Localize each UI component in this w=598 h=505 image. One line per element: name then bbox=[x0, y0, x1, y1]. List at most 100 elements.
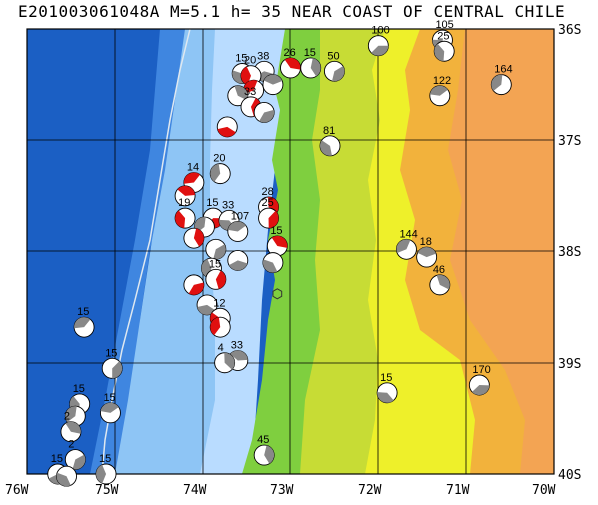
beachball-quadrant bbox=[65, 406, 77, 423]
event-depth-label: 144 bbox=[399, 228, 417, 240]
beachball-event: 26 bbox=[280, 47, 301, 79]
beachball-quadrant bbox=[268, 210, 279, 229]
beachball-quadrant bbox=[96, 464, 107, 484]
beachball-quadrant bbox=[213, 244, 226, 260]
lon-label: 71W bbox=[446, 483, 470, 498]
beachball-event: 164 bbox=[490, 64, 513, 96]
lat-label: 40S bbox=[558, 468, 581, 483]
beachball-event: 4 bbox=[214, 342, 236, 374]
event-depth-label: 15 bbox=[77, 306, 89, 318]
beachball-event: 33 bbox=[227, 340, 249, 371]
event-depth-label: 15 bbox=[206, 197, 218, 209]
beachball-event bbox=[216, 116, 238, 138]
map-frame bbox=[26, 28, 555, 475]
beachball-quadrant bbox=[224, 352, 235, 370]
beachball-event bbox=[205, 238, 227, 260]
beachball-quadrant bbox=[210, 163, 221, 182]
beachball-quadrant bbox=[177, 185, 196, 196]
event-depth-label: 15 bbox=[99, 453, 111, 465]
lon-label: 73W bbox=[270, 483, 294, 498]
event-depth-label: 45 bbox=[257, 434, 269, 446]
beachball-quadrant bbox=[331, 66, 345, 82]
epicenter-marker bbox=[272, 288, 283, 300]
beachball-quadrant bbox=[56, 472, 71, 487]
event-depth-label: 33 bbox=[231, 340, 243, 352]
lon-label: 74W bbox=[183, 483, 207, 498]
beachball-quadrant bbox=[72, 454, 86, 470]
event-depth-label: 4 bbox=[218, 342, 224, 354]
beachball-quadrant bbox=[429, 85, 448, 96]
beachball-event: 2 bbox=[60, 411, 82, 443]
event-depth-label: 170 bbox=[472, 364, 490, 376]
beachball-event: 45 bbox=[253, 434, 275, 466]
event-depth-label: 20 bbox=[244, 55, 256, 67]
beachball-quadrant bbox=[100, 402, 119, 413]
event-depth-label: 105 bbox=[435, 19, 453, 31]
lat-label: 39S bbox=[558, 357, 581, 372]
beachball-event: 122 bbox=[429, 75, 451, 107]
beachball-quadrant bbox=[228, 260, 248, 271]
beachball-quadrant bbox=[227, 221, 246, 232]
beachball-quadrant bbox=[264, 445, 275, 464]
beachball-event bbox=[183, 274, 205, 296]
beachball-event: 15 bbox=[101, 347, 123, 379]
page-title: E201003061048A M=5.1 h= 35 NEAR COAST OF… bbox=[18, 2, 566, 21]
event-depth-label: 33 bbox=[244, 86, 256, 98]
event-depth-label: 2 bbox=[64, 411, 70, 423]
event-depth-label: 25 bbox=[437, 30, 449, 42]
beachball-quadrant bbox=[112, 361, 123, 379]
axis-labels: 76W 75W 74W 73W 72W 71W 70W 36S 37S 38S … bbox=[5, 23, 581, 498]
event-depth-label: 50 bbox=[327, 50, 339, 62]
event-depth-label: 46 bbox=[433, 264, 445, 276]
beachball-quadrant bbox=[371, 45, 389, 56]
beachball-event: 50 bbox=[323, 50, 345, 82]
beachball-quadrant bbox=[417, 247, 437, 258]
event-depth-label: 15 bbox=[270, 225, 282, 237]
beachball-quadrant bbox=[243, 80, 258, 95]
beachball-quadrant bbox=[230, 350, 248, 361]
beachball-quadrant bbox=[396, 239, 411, 254]
lat-label: 36S bbox=[558, 23, 581, 38]
beachball-quadrant bbox=[263, 74, 283, 85]
beachball-quadrant bbox=[320, 140, 332, 156]
beachball-event: 2 bbox=[64, 439, 86, 470]
event-depth-label: 15 bbox=[51, 453, 63, 465]
event-depth-label: 19 bbox=[178, 197, 190, 209]
beachball-quadrant bbox=[271, 235, 288, 248]
event-depth-label: 81 bbox=[323, 125, 335, 137]
beachball-event bbox=[196, 294, 218, 316]
beachball-event: 144 bbox=[395, 228, 418, 260]
beachball-quadrant bbox=[210, 317, 221, 336]
event-depth-label: 15 bbox=[105, 347, 117, 359]
beachball-event bbox=[262, 74, 284, 96]
beachball-event: 20 bbox=[209, 153, 231, 185]
beachball-event: 46 bbox=[429, 264, 451, 296]
beachball-event: 170 bbox=[468, 364, 491, 396]
beachball-event: 15 bbox=[300, 47, 322, 79]
event-depth-label: 25 bbox=[262, 197, 274, 209]
beachball-quadrant bbox=[183, 172, 201, 184]
beachball-event bbox=[262, 252, 284, 274]
beachball-event bbox=[183, 227, 205, 249]
beachball-quadrant bbox=[234, 85, 248, 101]
beachball-event bbox=[209, 316, 231, 338]
event-depth-label: 15 bbox=[235, 53, 247, 65]
beachball-event: 15 bbox=[99, 392, 121, 424]
event-depth-label: 164 bbox=[494, 64, 512, 76]
event-depth-label: 100 bbox=[371, 25, 389, 37]
event-depth-label: 15 bbox=[73, 383, 85, 395]
beachball-event: 107 bbox=[227, 210, 249, 242]
beachball-quadrant bbox=[377, 392, 394, 403]
beachball-event bbox=[64, 405, 86, 427]
beachball-quadrant bbox=[491, 74, 503, 91]
event-depth-label: 15 bbox=[103, 392, 115, 404]
beachball-quadrant bbox=[472, 385, 490, 395]
beachball-event: 25 bbox=[433, 30, 455, 62]
event-depth-label: 2 bbox=[68, 439, 74, 451]
beachball-quadrant bbox=[188, 282, 204, 295]
event-depth-label: 15 bbox=[209, 258, 221, 270]
beachball-quadrant bbox=[215, 270, 226, 289]
event-depth-label: 122 bbox=[433, 75, 451, 87]
beachball-quadrant bbox=[434, 43, 445, 62]
